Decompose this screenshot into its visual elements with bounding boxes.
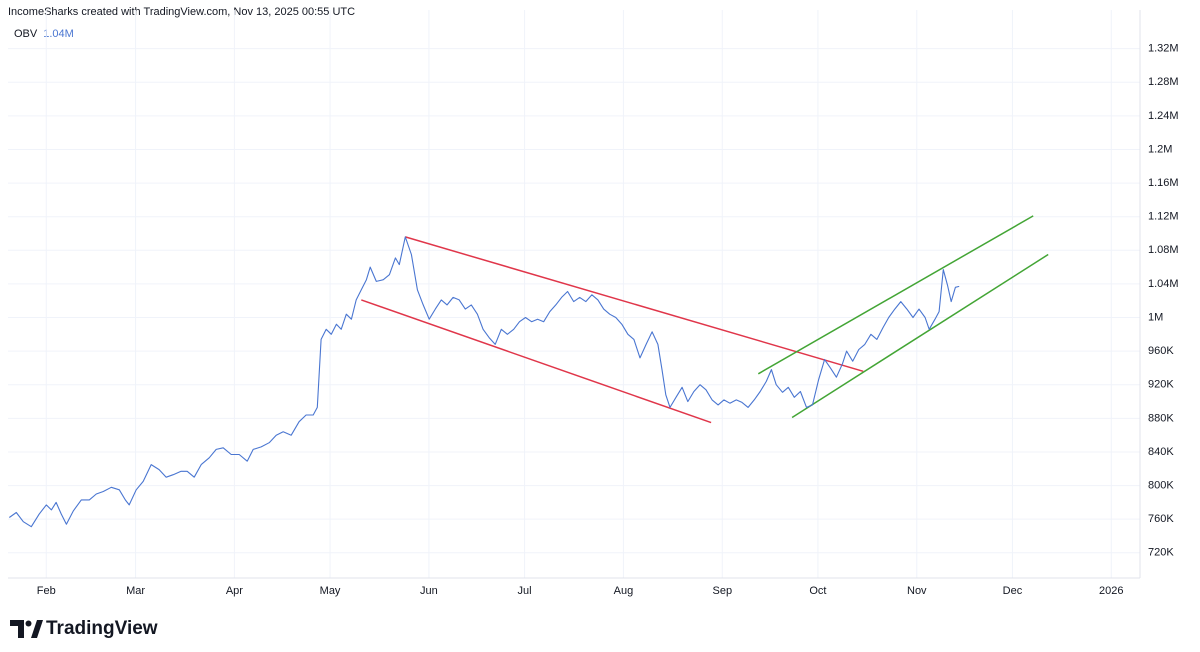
- trend-line: [757, 215, 1034, 375]
- x-tick-label: Aug: [614, 585, 634, 597]
- x-tick-label: Jun: [420, 585, 438, 597]
- y-tick-label: 800K: [1148, 479, 1174, 491]
- y-tick-label: 960K: [1148, 345, 1174, 357]
- trend-line: [791, 253, 1049, 419]
- y-tick-label: 1.04M: [1148, 278, 1179, 290]
- x-tick-label: May: [320, 585, 341, 597]
- y-tick-label: 1M: [1148, 311, 1163, 323]
- trend-line: [405, 236, 864, 373]
- indicator-value: 1.04M: [43, 28, 74, 40]
- logo-text: TradingView: [46, 618, 158, 639]
- indicator-name: OBV: [14, 28, 38, 40]
- y-tick-label: 1.08M: [1148, 244, 1179, 256]
- y-tick-label: 840K: [1148, 446, 1174, 458]
- x-tick-label: Feb: [37, 585, 56, 597]
- logo-shape: [31, 620, 43, 638]
- x-tick-label: Oct: [809, 585, 826, 597]
- y-tick-label: 760K: [1148, 513, 1174, 525]
- x-tick-label: Dec: [1003, 585, 1023, 597]
- x-tick-label: 2026: [1099, 585, 1123, 597]
- logo-dot: [25, 620, 32, 627]
- logo-icon: [10, 620, 43, 638]
- x-tick-label: Apr: [226, 585, 243, 597]
- y-tick-label: 1.2M: [1148, 143, 1172, 155]
- y-tick-label: 720K: [1148, 547, 1174, 559]
- x-tick-label: Mar: [126, 585, 145, 597]
- x-tick-label: Nov: [907, 585, 927, 597]
- y-tick-label: 1.16M: [1148, 177, 1179, 189]
- x-tick-label: Sep: [712, 585, 732, 597]
- y-tick-label: 1.24M: [1148, 110, 1179, 122]
- y-tick-label: 1.12M: [1148, 211, 1179, 223]
- header: IncomeSharks created with TradingView.co…: [8, 6, 355, 18]
- y-tick-label: 920K: [1148, 379, 1174, 391]
- x-tick-label: Jul: [518, 585, 532, 597]
- y-tick-label: 1.32M: [1148, 43, 1179, 55]
- y-tick-label: 880K: [1148, 412, 1174, 424]
- series-line: [8, 236, 960, 528]
- trend-line: [361, 299, 712, 424]
- y-tick-label: 1.28M: [1148, 76, 1179, 88]
- logo-shape: [10, 620, 24, 638]
